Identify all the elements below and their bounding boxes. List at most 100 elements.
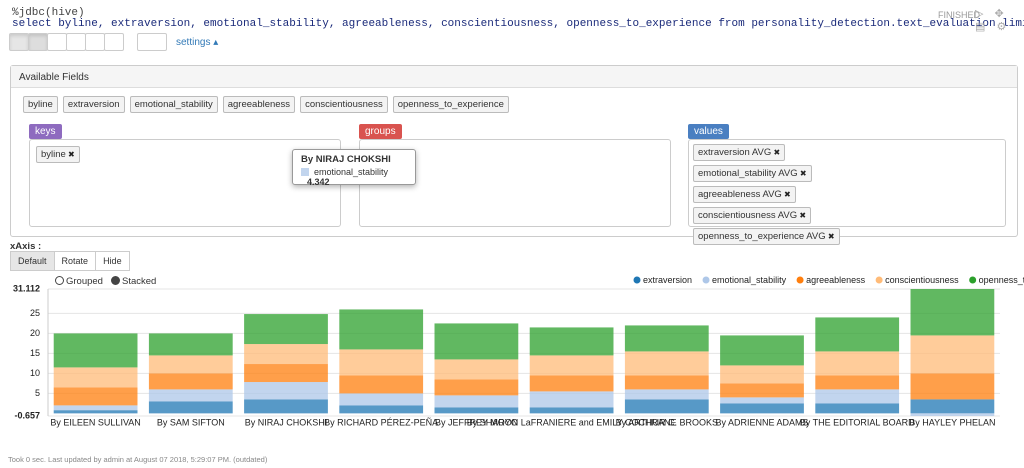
radio [110,276,120,285]
bar-segment [53,333,138,368]
paragraph-controls[interactable]: ▷ ✥ ▤ ⚙ [975,8,1011,33]
bar-segment [53,405,138,411]
x-tick-label: By RICHARD PÉREZ-PEÑA [324,417,438,427]
panel-title: Available Fields [11,66,1017,88]
field-chip[interactable]: agreeableness [222,96,296,113]
bar-segment [434,379,519,396]
bar-segment [53,367,138,388]
bar-segment [624,325,709,352]
bar-segment [624,399,709,414]
bar-segment [53,387,138,406]
legend-dot [796,276,804,284]
bar-segment [910,413,995,416]
bar-segment [339,405,424,414]
field-chip[interactable]: conscientiousness [300,96,388,113]
tipcat: By NIRAJ CHOKSHI [301,154,391,165]
bar-segment [910,289,995,336]
xaxis-button[interactable]: Hide [95,251,130,271]
value-field: emotional_stability [698,168,777,179]
chart: -0.657 5 10 15 20 25 31.112 extraversion emotion… [13,275,1024,428]
value-chip[interactable]: emotional_stability AVG [693,165,812,182]
field-chip[interactable]: emotional_stability [129,96,218,113]
y-tick-label: 15 [30,348,40,358]
xaxis-button[interactable]: Rotate [53,251,97,271]
bar-segment [244,344,328,365]
settings-toggle[interactable]: settings ▴ [176,37,219,48]
x-tick-label: By JEFFREY MOYO [435,417,518,427]
available-fields: byline extraversion emotional_stability agr… [23,96,514,113]
bar-segment [148,355,233,374]
bar-segment [529,355,614,376]
query: select byline, extraversion, emotional_s… [12,18,1024,30]
legend-dot [633,276,641,284]
y-tick-label: 25 [30,308,40,318]
value-chip[interactable]: openness_to_experience AVG [693,228,840,245]
field-chip[interactable]: extraversion [62,96,125,113]
x-tick-label: By NIRAJ CHOKSHI [245,417,328,427]
values-label: values [688,124,729,139]
bar-segment [815,403,900,414]
bar-segment [529,391,614,408]
xaxis-buttons: Default Rotate Hide [10,251,130,271]
value-field: conscientiousness [698,210,776,221]
chart-modes: Grouped Stacked [55,276,156,287]
value-chip[interactable]: agreeableness AVG [693,186,796,203]
settings-label: settings [176,37,211,48]
table-button[interactable] [9,33,29,51]
bar-segment [910,335,995,374]
bar-segment [339,393,424,406]
bar-segment [434,359,519,380]
bar-segment [720,365,804,384]
legend-dot [969,276,977,284]
mode-option[interactable]: Grouped [55,276,103,287]
field-chip[interactable]: byline [23,96,58,113]
value-chip-row: emotional_stability AVG [693,165,1001,182]
status: FINISHED [938,10,981,20]
settings-panel: Available Fields byline extraversion emoti… [10,65,1018,245]
value-aggregation: AVG [762,189,782,200]
keys-label: keys [29,124,62,139]
download-button[interactable] [137,33,167,51]
value-chip[interactable]: extraversion AVG [693,144,786,161]
line-chart-button[interactable] [85,33,105,51]
bar-chart-button[interactable] [28,33,48,51]
key-chip[interactable]: byline [36,146,80,163]
bar-segment [910,399,995,414]
xaxis-button[interactable]: Default [10,251,55,271]
bar-segment [529,327,614,356]
scatter-chart-button[interactable] [104,33,124,51]
bar-segment [815,351,900,376]
x-tick-label: By ARTHUR C. BROOKS [616,417,718,427]
legend-dot [875,276,883,284]
value-aggregation: AVG [751,147,772,158]
bar-segment [244,364,328,383]
bar-segment [148,389,233,402]
tipval: 4.342 [307,177,330,187]
legend-label: conscientiousness [885,275,959,285]
bar-segment [624,375,709,390]
bar-segment [815,389,900,404]
area-chart-button[interactable] [66,33,86,51]
bar-segment [720,335,804,366]
bar-segment [434,323,519,360]
bar-segment [244,314,328,345]
y-tick-label: -0.657 [14,410,40,420]
value-field: extraversion [698,147,750,158]
field-chip[interactable]: openness_to_experience [392,96,509,113]
values-box[interactable]: extraversion AVGemotional_stability AVGa… [688,139,1006,245]
value-chip[interactable]: conscientiousness AVG [693,207,812,224]
mode-option[interactable]: Stacked [110,276,156,287]
bar-segment [339,349,424,376]
bar-segment [434,395,519,408]
x-tick-label: By HAYLEY PHELAN [909,417,995,427]
value-chip-row: conscientiousness AVG [693,207,1001,224]
bar-segment [148,333,233,356]
pie-chart-button[interactable] [47,33,67,51]
interpreter: %jdbc(hive) [12,7,85,19]
legend-label: extraversion [643,275,692,285]
x-tick-label: By THE EDITORIAL BOARD [800,417,915,427]
value-aggregation: AVG [777,210,798,221]
y-tick-label: 20 [30,328,40,338]
radio [55,276,64,285]
